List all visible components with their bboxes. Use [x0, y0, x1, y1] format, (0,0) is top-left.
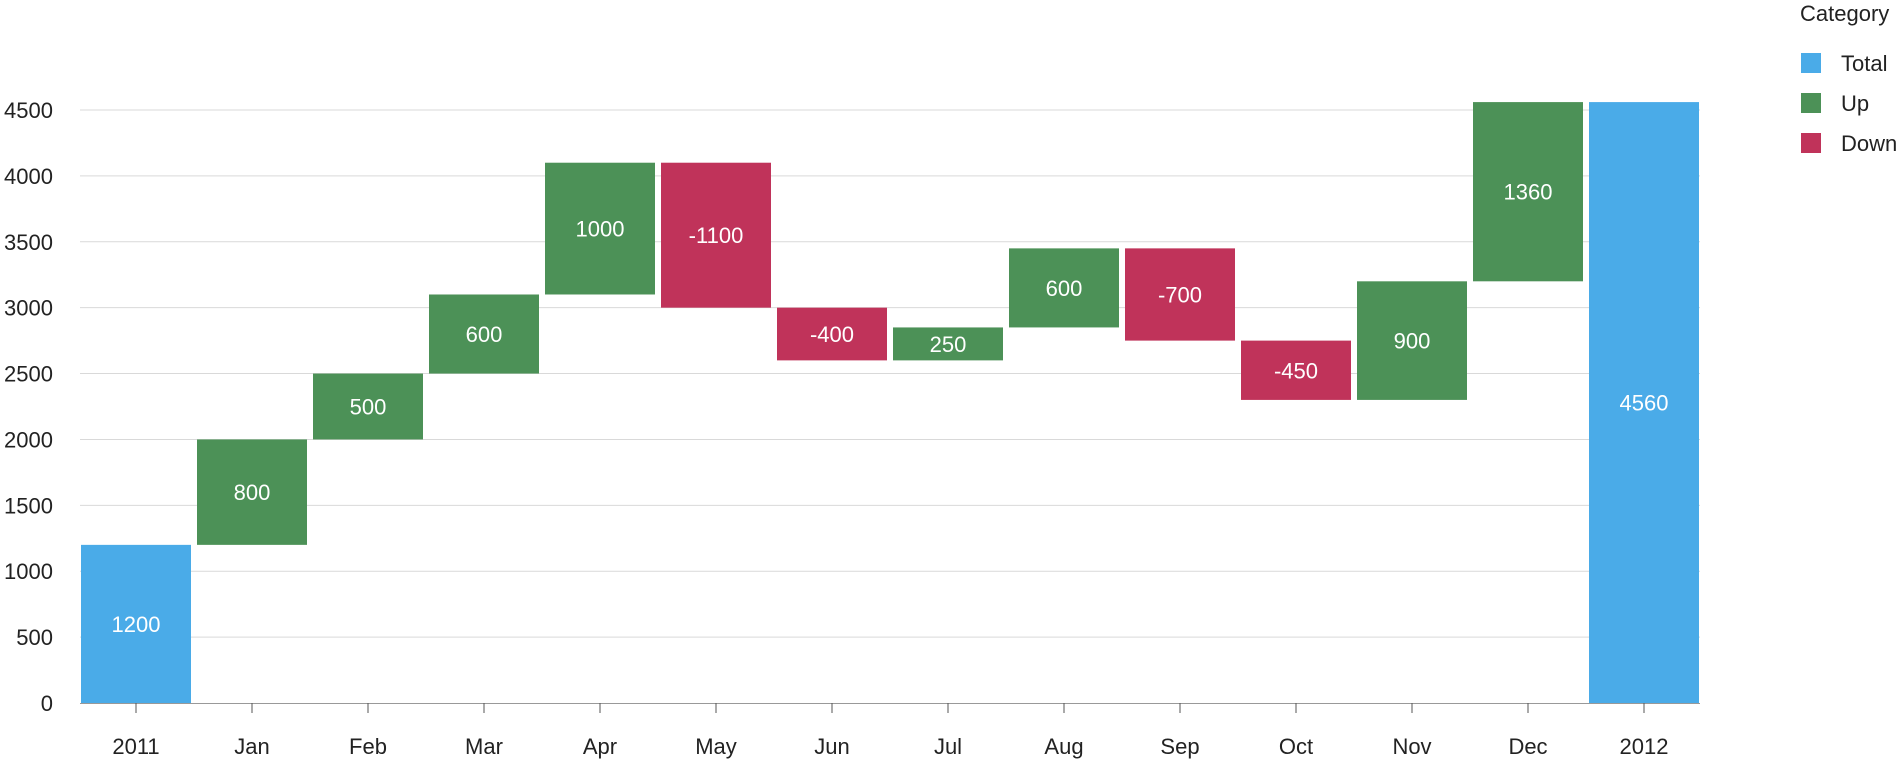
legend-label-up: Up: [1841, 91, 1869, 116]
x-tick-label: Nov: [1392, 734, 1431, 759]
bar-jan: [197, 439, 307, 545]
x-tick-label: Jul: [934, 734, 962, 759]
legend-label-down: Down: [1841, 131, 1897, 156]
y-tick-label: 3500: [4, 230, 53, 255]
y-tick-label: 4000: [4, 164, 53, 189]
bar-oct: [1241, 340, 1351, 400]
y-tick-label: 1000: [4, 559, 53, 584]
bar-value-label: 250: [930, 332, 967, 357]
x-tick-label: Oct: [1279, 734, 1313, 759]
x-tick-label: Jan: [234, 734, 269, 759]
x-tick-label: Dec: [1508, 734, 1547, 759]
bar-jul: [893, 327, 1003, 361]
bar-value-label: 600: [1046, 276, 1083, 301]
bar-value-label: -450: [1274, 358, 1318, 383]
y-tick-label: 3000: [4, 296, 53, 321]
y-tick-label: 2500: [4, 362, 53, 387]
y-tick-label: 4500: [4, 98, 53, 123]
legend-swatch-up: [1801, 93, 1821, 113]
bar-apr: [545, 162, 655, 295]
bar-value-label: -1100: [689, 223, 744, 248]
axis-layer: 0 500 1000 1500 2000 2500 3000 3500 4000 4500 2011…: [4, 98, 1700, 759]
x-tick-label: Feb: [349, 734, 387, 759]
bar-value-label: 4560: [1620, 391, 1669, 416]
x-tick-label: May: [695, 734, 737, 759]
bar-jun: [777, 307, 887, 361]
x-tick-label: 2011: [112, 734, 159, 759]
bar-mar: [429, 294, 539, 374]
bar-value-label: 900: [1394, 329, 1431, 354]
bar-may: [661, 162, 771, 308]
bar-value-label: -400: [810, 322, 854, 347]
x-tick-label: Sep: [1160, 734, 1199, 759]
legend-swatch-total: [1801, 53, 1821, 73]
bars-layer: 1200 800 500 600 1000 -1100 -400 250 600 -700 -450…: [81, 102, 1699, 704]
bar-2011: [81, 544, 191, 703]
legend-label-total: Total: [1841, 51, 1887, 76]
bar-2012: [1589, 102, 1699, 704]
bar-value-label: 1200: [112, 612, 161, 637]
y-tick-label: 0: [41, 691, 53, 716]
bar-value-label: 1000: [576, 217, 625, 242]
bar-nov: [1357, 281, 1467, 400]
bar-value-label: 600: [466, 322, 503, 347]
bar-sep: [1125, 248, 1235, 341]
bar-value-label: -700: [1158, 282, 1202, 307]
bar-feb: [313, 373, 423, 440]
y-tick-label: 2000: [4, 427, 53, 452]
x-tick-label: Mar: [465, 734, 503, 759]
legend: Category Total Up Down: [1800, 1, 1897, 156]
bar-value-label: 500: [350, 395, 387, 420]
legend-swatch-down: [1801, 133, 1821, 153]
x-tick-label: Apr: [583, 734, 617, 759]
y-tick-label: 1500: [4, 493, 53, 518]
x-tick-label: Aug: [1044, 734, 1083, 759]
bar-aug: [1009, 248, 1119, 328]
x-tick-label: Jun: [814, 734, 849, 759]
legend-title: Category: [1800, 1, 1889, 26]
y-tick-label: 500: [16, 625, 53, 650]
x-tick-label: 2012: [1620, 734, 1669, 759]
bar-value-label: 1360: [1504, 180, 1553, 205]
bar-value-label: 800: [234, 480, 271, 505]
bar-dec: [1473, 102, 1583, 282]
